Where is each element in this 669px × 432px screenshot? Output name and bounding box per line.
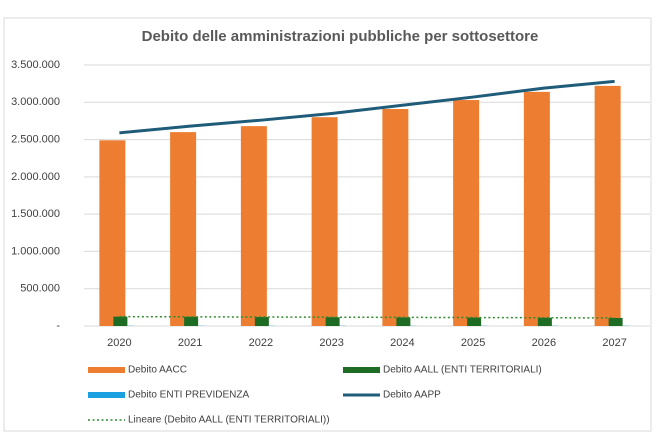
legend-label: Debito AAPP <box>383 390 441 401</box>
bar <box>537 317 552 326</box>
bar <box>254 317 269 326</box>
legend-swatch <box>88 367 125 373</box>
bar <box>396 317 411 326</box>
y-tick-label: 3.000.000 <box>11 96 60 108</box>
legend-label: Debito AACC <box>128 365 187 376</box>
legend-label: Debito ENTI PREVIDENZA <box>128 390 249 401</box>
y-tick-label: 500.000 <box>20 283 60 295</box>
x-tick-label: 2023 <box>319 337 343 349</box>
x-tick-label: 2025 <box>461 337 485 349</box>
legend-label: Lineare (Debito AALL (ENTI TERRITORIALI)… <box>128 415 330 426</box>
bar <box>311 117 338 326</box>
bar <box>453 100 480 326</box>
y-tick-label: - <box>56 320 60 332</box>
bar <box>382 108 409 326</box>
bar <box>608 317 623 326</box>
legend-swatch <box>343 367 380 373</box>
bar <box>113 316 128 326</box>
x-tick-label: 2027 <box>602 337 626 349</box>
x-tick-label: 2024 <box>390 337 414 349</box>
x-tick-label: 2022 <box>249 337 273 349</box>
y-tick-label: 1.500.000 <box>11 208 60 220</box>
bar <box>325 317 340 326</box>
trendline <box>119 315 615 319</box>
bar <box>170 132 197 326</box>
bar <box>467 317 482 326</box>
x-tick-label: 2026 <box>532 337 556 349</box>
bar <box>594 85 621 326</box>
y-tick-label: 1.000.000 <box>11 245 60 257</box>
y-tick-label: 2.500.000 <box>11 133 60 145</box>
legend-label: Debito AALL (ENTI TERRITORIALI) <box>383 365 542 376</box>
legend-swatch <box>88 392 125 398</box>
x-tick-label: 2020 <box>107 337 131 349</box>
y-tick-label: 2.000.000 <box>11 171 60 183</box>
line <box>119 79 615 135</box>
y-tick-label: 3.500.000 <box>11 59 60 71</box>
x-tick-label: 2021 <box>178 337 202 349</box>
bar <box>99 140 126 326</box>
bar <box>184 316 199 326</box>
chart-title: Debito delle amministrazioni pubbliche p… <box>142 28 539 45</box>
bar <box>240 126 267 326</box>
bar <box>523 91 550 327</box>
